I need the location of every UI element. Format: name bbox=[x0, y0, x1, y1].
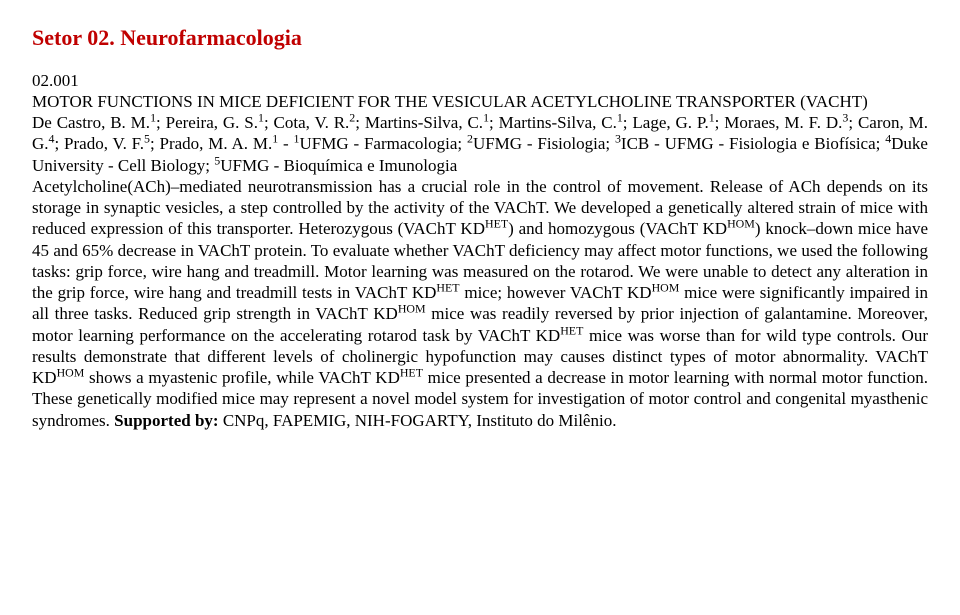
section-header: Setor 02. Neurofarmacologia bbox=[32, 24, 928, 52]
abstract-title: MOTOR FUNCTIONS IN MICE DEFICIENT FOR TH… bbox=[32, 91, 928, 112]
abstract-body: Acetylcholine(ACh)–mediated neurotransmi… bbox=[32, 176, 928, 431]
abstract-number: 02.001 bbox=[32, 70, 928, 91]
authors-line: De Castro, B. M.1; Pereira, G. S.1; Cota… bbox=[32, 112, 928, 176]
